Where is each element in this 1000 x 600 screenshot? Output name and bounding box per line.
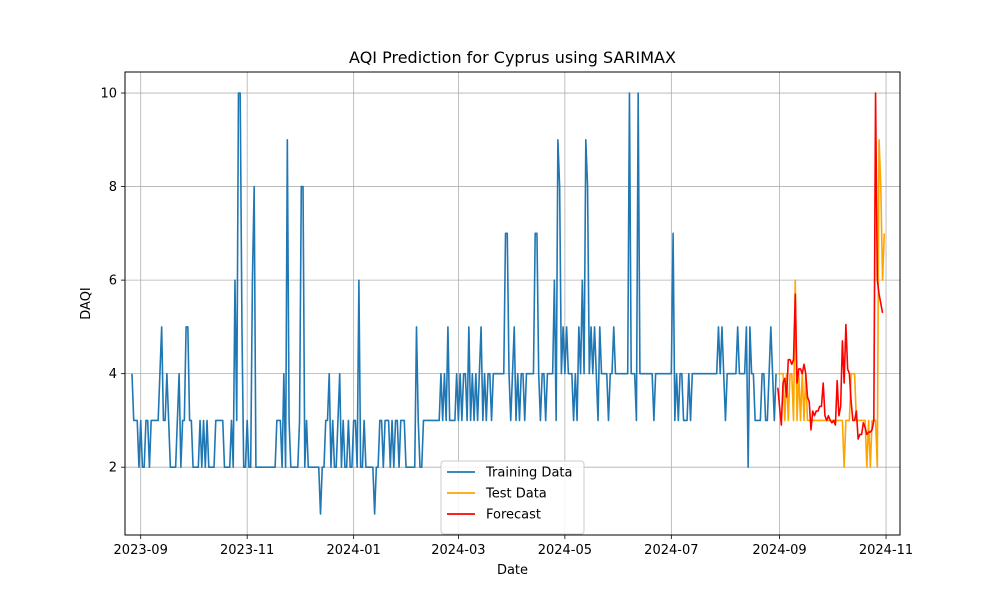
x-axis: 2023-09 2023-11 2024-01 2024-03 2024-05 2024-… <box>114 535 913 558</box>
y-tick-label: 4 <box>109 367 117 382</box>
y-axis-title: DAQI <box>79 287 94 320</box>
legend: Training Data Test Data Forecast <box>440 460 585 535</box>
x-tick-label: 2024-09 <box>752 543 806 558</box>
training-data-line <box>131 92 777 515</box>
x-tick-label: 2023-09 <box>114 543 168 558</box>
x-tick-label: 2023-11 <box>220 543 274 558</box>
x-tick-label: 2024-03 <box>431 543 485 558</box>
series-layer <box>131 92 886 515</box>
legend-label-forecast: Forecast <box>486 508 541 523</box>
y-tick-label: 10 <box>100 87 117 102</box>
legend-box <box>440 460 585 535</box>
x-axis-title: Date <box>497 563 528 578</box>
y-axis: 2 4 6 8 10 <box>100 87 125 476</box>
grid-lines <box>125 72 900 535</box>
legend-label-training-data: Training Data <box>485 466 572 481</box>
legend-label-test-data: Test Data <box>485 487 547 502</box>
y-tick-label: 8 <box>109 180 117 195</box>
y-tick-label: 2 <box>109 461 117 476</box>
x-tick-label: 2024-01 <box>326 543 380 558</box>
chart-title: AQI Prediction for Cyprus using SARIMAX <box>349 48 676 67</box>
forecast-line <box>777 92 884 440</box>
plot-frame <box>124 71 901 536</box>
x-tick-label: 2024-05 <box>538 543 592 558</box>
x-tick-label: 2024-07 <box>644 543 698 558</box>
x-tick-label: 2024-11 <box>859 543 913 558</box>
y-tick-label: 6 <box>109 274 117 289</box>
